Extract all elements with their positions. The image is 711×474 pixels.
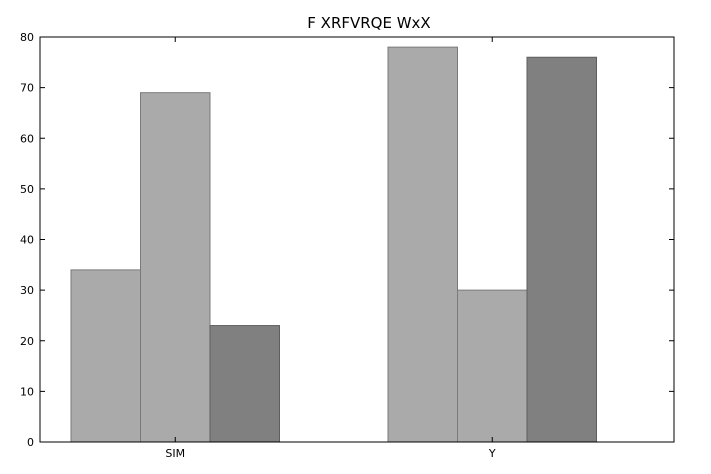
x-category-label-y: Y — [488, 447, 496, 460]
y-tick-label-80: 80 — [20, 31, 34, 44]
chart-title: F XRFVRQE WxX — [307, 14, 430, 32]
bar-sim-2 — [140, 92, 211, 443]
y-tick-label-50: 50 — [20, 183, 34, 196]
x-category-label-sim: SIM — [165, 447, 185, 460]
bar-sim-3 — [209, 325, 280, 443]
bar-sim-1 — [70, 269, 141, 443]
bar-y-2 — [457, 289, 528, 443]
y-tick-label-0: 0 — [27, 436, 34, 449]
y-tick-label-60: 60 — [20, 132, 34, 145]
bar-y-3 — [526, 56, 597, 443]
y-tick-label-40: 40 — [20, 234, 34, 247]
bars-layer — [70, 46, 597, 443]
y-tick-label-10: 10 — [20, 385, 34, 398]
bar-y-1 — [387, 46, 458, 443]
y-tick-label-30: 30 — [20, 284, 34, 297]
y-tick-label-70: 70 — [20, 82, 34, 95]
y-axis: 0 10 20 30 40 50 60 70 80 — [20, 31, 674, 449]
x-axis: SIM Y — [165, 37, 496, 460]
y-tick-label-20: 20 — [20, 335, 34, 348]
